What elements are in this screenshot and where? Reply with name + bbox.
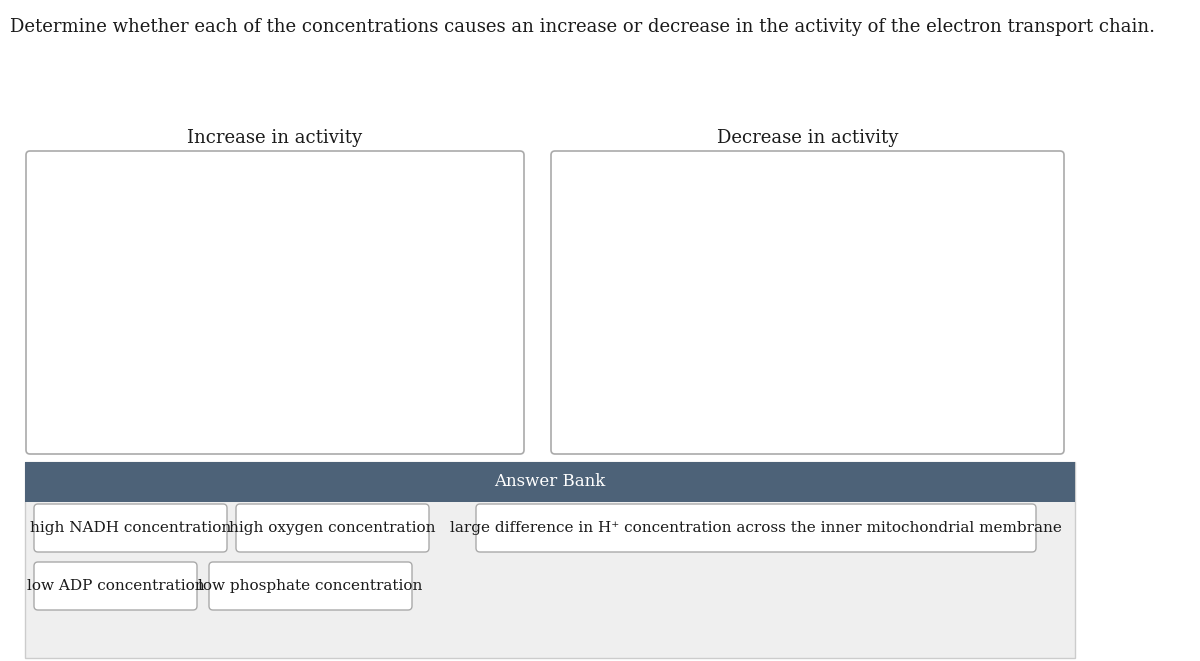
- Text: low phosphate concentration: low phosphate concentration: [198, 579, 422, 593]
- Text: large difference in H⁺ concentration across the inner mitochondrial membrane: large difference in H⁺ concentration acr…: [450, 521, 1062, 535]
- Text: Answer Bank: Answer Bank: [494, 473, 606, 490]
- Text: low ADP concentration: low ADP concentration: [26, 579, 204, 593]
- Text: Increase in activity: Increase in activity: [187, 129, 362, 147]
- FancyBboxPatch shape: [236, 504, 430, 552]
- FancyBboxPatch shape: [209, 562, 412, 610]
- FancyBboxPatch shape: [25, 462, 1075, 502]
- Text: high NADH concentration: high NADH concentration: [30, 521, 232, 535]
- FancyBboxPatch shape: [34, 562, 197, 610]
- Text: high oxygen concentration: high oxygen concentration: [229, 521, 436, 535]
- Text: Decrease in activity: Decrease in activity: [718, 129, 899, 147]
- FancyBboxPatch shape: [26, 151, 524, 454]
- FancyBboxPatch shape: [551, 151, 1064, 454]
- FancyBboxPatch shape: [25, 462, 1075, 658]
- Text: Determine whether each of the concentrations causes an increase or decrease in t: Determine whether each of the concentrat…: [10, 18, 1154, 36]
- FancyBboxPatch shape: [34, 504, 227, 552]
- FancyBboxPatch shape: [476, 504, 1036, 552]
